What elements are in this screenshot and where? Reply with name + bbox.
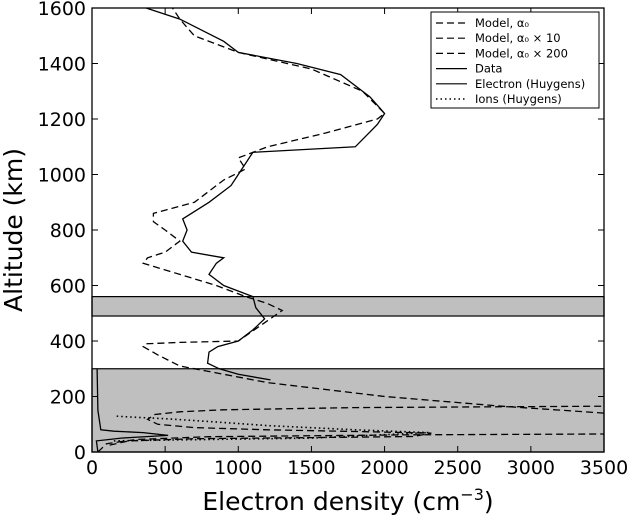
shaded-band-2 (91, 296, 605, 317)
y-tick-label: 400 (50, 331, 86, 353)
y-tick-label: 0 (74, 442, 86, 464)
x-tick-label: 3000 (507, 457, 555, 479)
legend-label: Model, α₀ (475, 16, 529, 30)
legend-box (430, 11, 600, 109)
legend-label: Ions (Huygens) (475, 92, 562, 106)
y-tick-label: 1400 (38, 54, 86, 76)
y-tick-label: 1000 (38, 165, 86, 187)
legend-label: Electron (Huygens) (475, 77, 585, 91)
y-tick-label: 200 (50, 387, 86, 409)
x-tick-label: 2500 (434, 457, 482, 479)
series-lines (95, 8, 604, 452)
y-tick-label: 1200 (38, 109, 86, 131)
y-axis-label: Altitude (km) (0, 148, 28, 312)
series-line-1 (97, 433, 604, 452)
axis-ticks: 0 500 1000 1500 2000 2500 3000 3500 0 200 400 600 80… (38, 0, 628, 479)
series-line-2 (109, 405, 604, 446)
x-tick-label: 2000 (360, 457, 408, 479)
x-tick-label: 3500 (580, 457, 628, 479)
legend-label: Model, α₀ × 200 (475, 46, 568, 60)
y-tick-label: 600 (50, 276, 86, 298)
x-tick-label: 500 (147, 457, 183, 479)
shaded-bands (91, 296, 605, 453)
x-tick-label: 0 (86, 457, 98, 479)
x-axis-label: Electron density (cm−3) (202, 485, 493, 516)
series-line-5 (95, 368, 169, 452)
y-tick-label: 1600 (38, 0, 86, 20)
y-tick-label: 800 (50, 220, 86, 242)
x-tick-label: 1500 (287, 457, 335, 479)
series-line-4 (145, 8, 386, 381)
legend-label: Data (475, 62, 502, 76)
series-line-3 (142, 8, 604, 414)
x-tick-label: 1000 (214, 457, 262, 479)
legend-label: Model, α₀ × 10 (475, 31, 561, 45)
